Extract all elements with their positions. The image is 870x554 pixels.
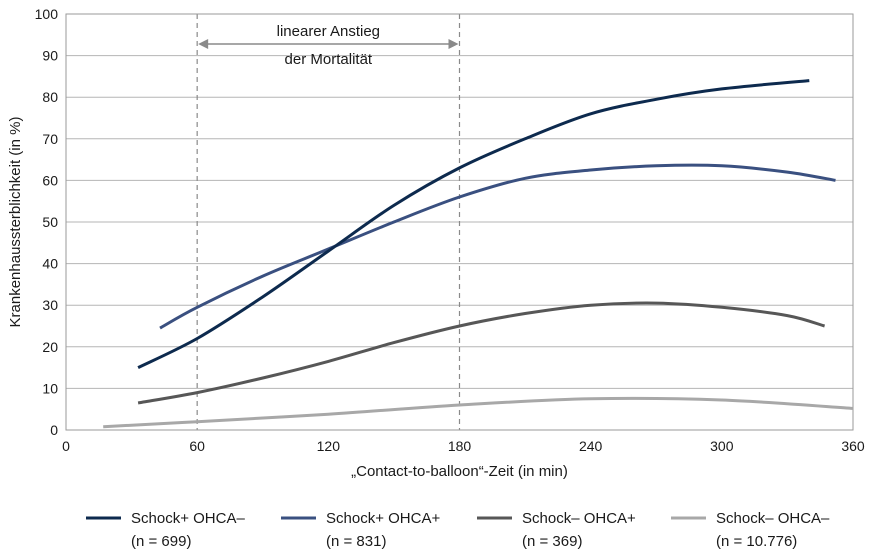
y-tick-label: 70 bbox=[42, 131, 58, 147]
series-line-2 bbox=[159, 163, 836, 330]
annotation-lines bbox=[196, 14, 461, 430]
legend: Schock+ OHCA– (n = 699) Schock+ OHCA+ (n = … bbox=[86, 510, 830, 550]
legend-n-3: (n = 369) bbox=[522, 533, 582, 550]
annotation-arrowhead-right bbox=[448, 39, 459, 49]
legend-label-4: Schock– OHCA– bbox=[716, 510, 830, 527]
series-line-4 bbox=[103, 396, 854, 429]
x-tick-labels: 0 60 120 180 240 300 360 bbox=[62, 438, 865, 454]
plot-frame bbox=[65, 13, 854, 431]
y-tick-labels: 0 10 20 30 40 50 60 70 80 90 100 bbox=[35, 6, 59, 438]
legend-n-2: (n = 831) bbox=[326, 533, 386, 550]
legend-label-2: Schock+ OHCA+ bbox=[326, 510, 440, 527]
x-tick-label: 240 bbox=[579, 438, 603, 454]
x-axis-title: „Contact-to-balloon“-Zeit (in min) bbox=[351, 463, 568, 480]
y-tick-label: 0 bbox=[50, 422, 58, 438]
series-line-1 bbox=[137, 79, 810, 369]
legend-label-1: Schock+ OHCA– bbox=[131, 510, 245, 527]
annotation-line1: linearer Anstieg bbox=[277, 23, 380, 40]
y-tick-label: 50 bbox=[42, 214, 58, 230]
legend-n-1: (n = 699) bbox=[131, 533, 191, 550]
legend-n-4: (n = 10.776) bbox=[716, 533, 797, 550]
series-lines bbox=[103, 79, 854, 429]
x-tick-label: 300 bbox=[710, 438, 734, 454]
annotation-arrowhead-left bbox=[198, 39, 209, 49]
y-tick-label: 30 bbox=[42, 297, 58, 313]
y-tick-label: 60 bbox=[42, 172, 58, 188]
y-tick-label: 80 bbox=[42, 89, 58, 105]
y-tick-label: 10 bbox=[42, 380, 58, 396]
x-tick-label: 0 bbox=[62, 438, 70, 454]
x-tick-label: 120 bbox=[317, 438, 341, 454]
y-tick-label: 100 bbox=[35, 6, 59, 22]
annotation: linearer Anstieg der Mortalität bbox=[198, 23, 459, 68]
series-line-3 bbox=[137, 301, 826, 405]
annotation-line2: der Mortalität bbox=[285, 51, 373, 68]
y-tick-label: 20 bbox=[42, 339, 58, 355]
y-tick-label: 40 bbox=[42, 256, 58, 272]
y-tick-label: 90 bbox=[42, 48, 58, 64]
x-tick-label: 180 bbox=[448, 438, 472, 454]
y-axis-title: Krankenhaussterblichkeit (in %) bbox=[7, 117, 24, 328]
x-tick-label: 360 bbox=[841, 438, 865, 454]
x-tick-label: 60 bbox=[189, 438, 205, 454]
legend-label-3: Schock– OHCA+ bbox=[522, 510, 636, 527]
